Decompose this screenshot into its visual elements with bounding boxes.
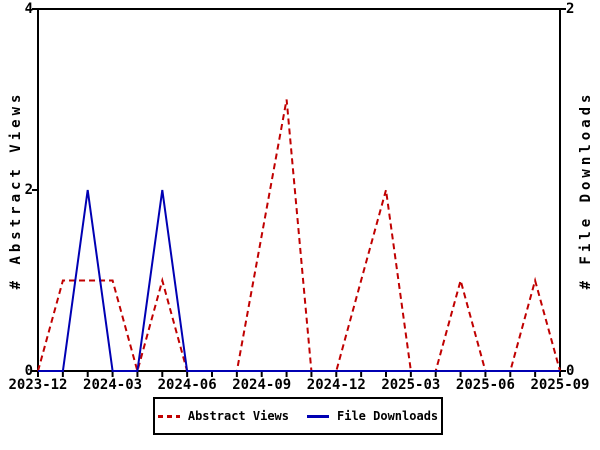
file-downloads-line (38, 189, 560, 372)
legend: Abstract Views File Downloads (153, 397, 443, 435)
right-axis-tick-label: 2 (566, 1, 575, 17)
left-axis-tick-label: 2 (24, 182, 33, 198)
abstract-views-line-sample-icon (157, 414, 180, 418)
x-axis-tick-label: 2024-12 (306, 377, 366, 393)
x-axis-tick-label: 2025-06 (455, 377, 515, 393)
left-axis-tick-label: 4 (24, 1, 33, 17)
x-axis-tick-label: 2024-09 (232, 377, 292, 393)
left-axis-tick-label: 0 (24, 363, 33, 379)
legend-item-file-downloads: File Downloads (307, 409, 438, 423)
x-axis-tick-label: 2024-03 (83, 377, 143, 393)
legend-item-abstract-views: Abstract Views (157, 409, 289, 423)
left-axis-title: # Abstract Views (8, 90, 24, 290)
x-axis-tick-label: 2023-12 (8, 377, 68, 393)
file-downloads-line-sample-icon (307, 414, 329, 418)
x-axis-tick-label: 2025-03 (381, 377, 441, 393)
right-axis-title: # File Downloads (578, 90, 594, 290)
abstract-views-line (37, 99, 561, 375)
legend-label-file-downloads: File Downloads (337, 409, 439, 423)
x-axis-tick-label: 2025-09 (530, 377, 590, 393)
plot-frame (37, 8, 561, 372)
legend-label-abstract-views: Abstract Views (187, 409, 289, 423)
right-axis-tick-label: 0 (566, 363, 575, 379)
x-axis-tick-label: 2024-06 (157, 377, 217, 393)
